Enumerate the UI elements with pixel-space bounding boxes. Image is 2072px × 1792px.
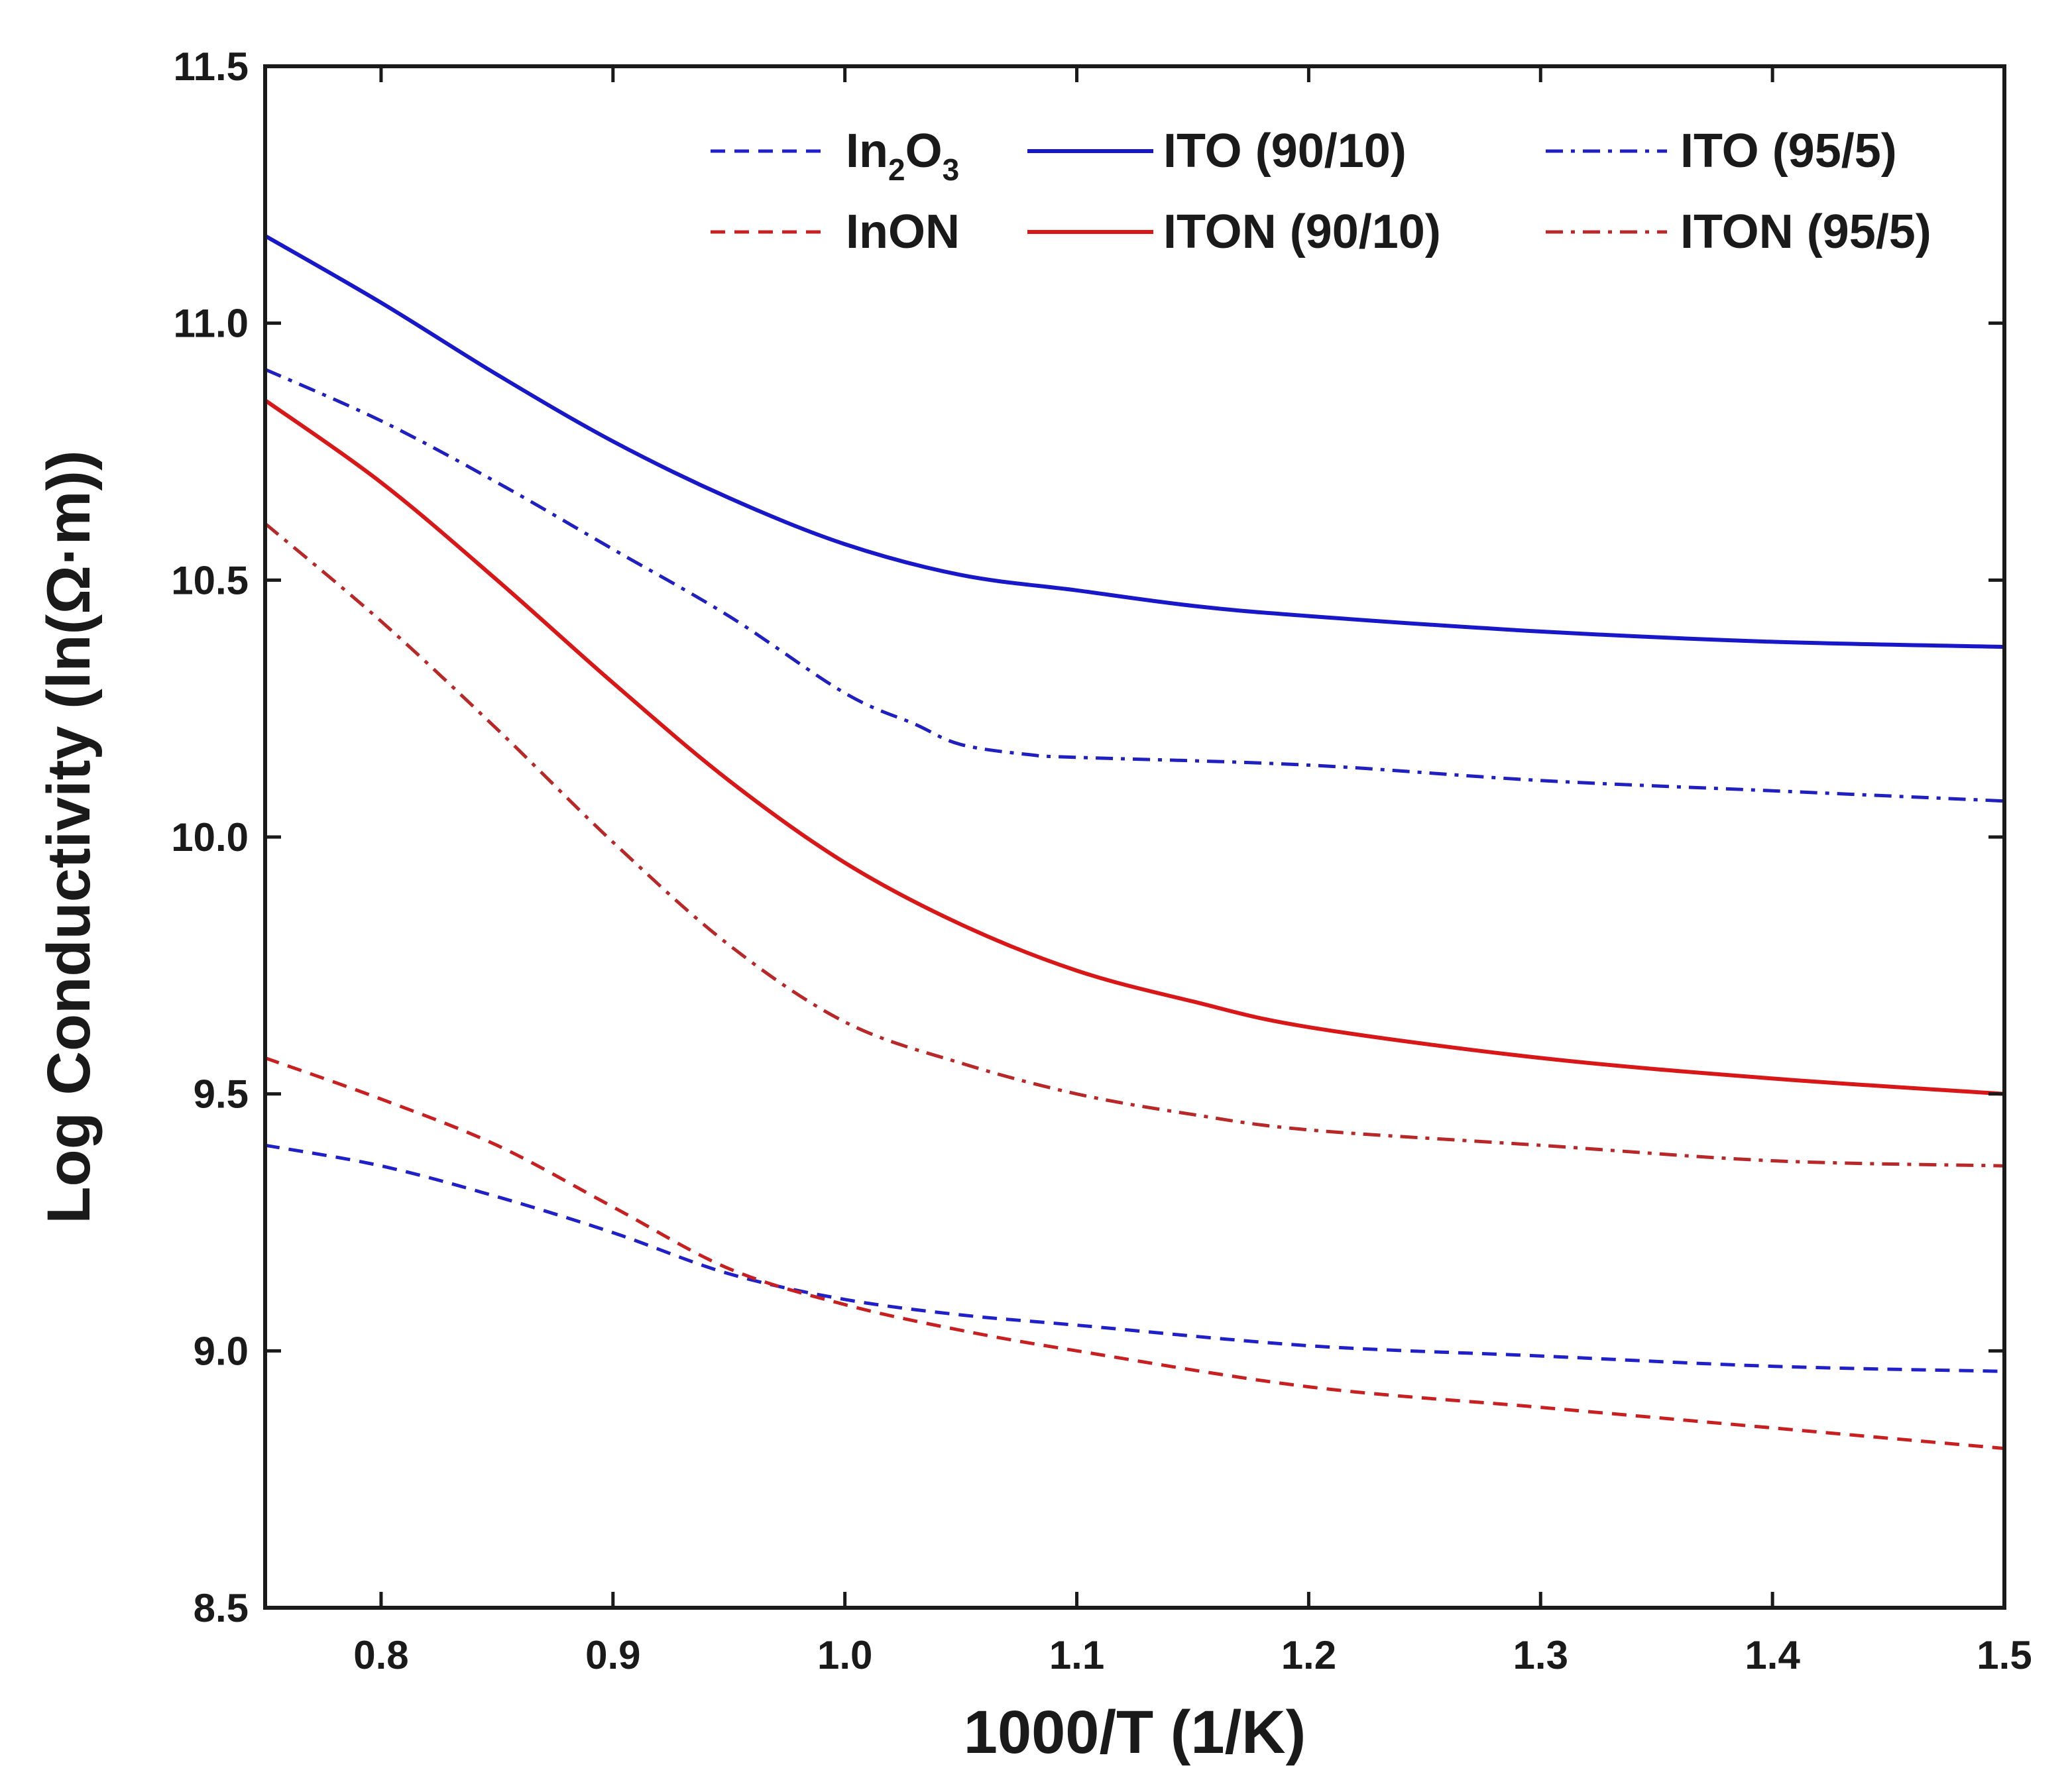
legend: In2O3 ITO (90/10) ITO (95/5) InON ITON (… [711,125,1931,258]
y-tick-label: 10.0 [171,815,249,860]
series-line-in2o3 [264,1143,2005,1373]
series-line-iton-95-5 [264,522,2005,1168]
x-tick-label: 1.4 [1745,1633,1800,1677]
legend-label-inon: InON [846,205,960,258]
legend-label-iton-95-5: ITON (95/5) [1680,205,1931,258]
x-tick-label: 1.0 [817,1633,872,1677]
ticks-layer: 0.8 0.9 1.0 1.1 1.2 1.3 1.4 1.5 8.5 9.0 9.5 10.0 10.… [171,44,2032,1677]
x-tick-label: 1.5 [1977,1633,2032,1677]
y-tick-label: 11.5 [174,44,249,89]
series-line-ito-95-5 [264,368,2005,803]
y-tick-label: 9.0 [194,1329,249,1373]
series-line-iton-90-10 [264,398,2005,1096]
x-tick-label: 1.1 [1049,1633,1104,1677]
x-tick-label: 0.9 [585,1633,640,1677]
y-axis-title: Log Conductivity (ln(Ω·m)) [35,450,103,1223]
y-tick-label: 8.5 [194,1586,249,1630]
y-tick-label: 9.5 [194,1072,249,1117]
x-tick-label: 1.3 [1513,1633,1568,1677]
legend-label-iton-90-10: ITON (90/10) [1163,205,1441,258]
x-tick-label: 0.8 [353,1633,408,1677]
legend-label-ito-95-5: ITO (95/5) [1680,125,1897,178]
legend-label-in2o3: In2O3 [846,125,959,187]
series-line-inon [264,1056,2005,1451]
x-tick-label: 1.2 [1281,1633,1336,1677]
y-tick-label: 11.0 [174,302,249,346]
series-layer [264,234,2005,1451]
legend-label-ito-90-10: ITO (90/10) [1163,125,1407,178]
series-line-ito-90-10 [264,234,2005,649]
y-tick-label: 10.5 [171,558,249,602]
x-axis-title: 1000/T (1/K) [964,1699,1306,1766]
